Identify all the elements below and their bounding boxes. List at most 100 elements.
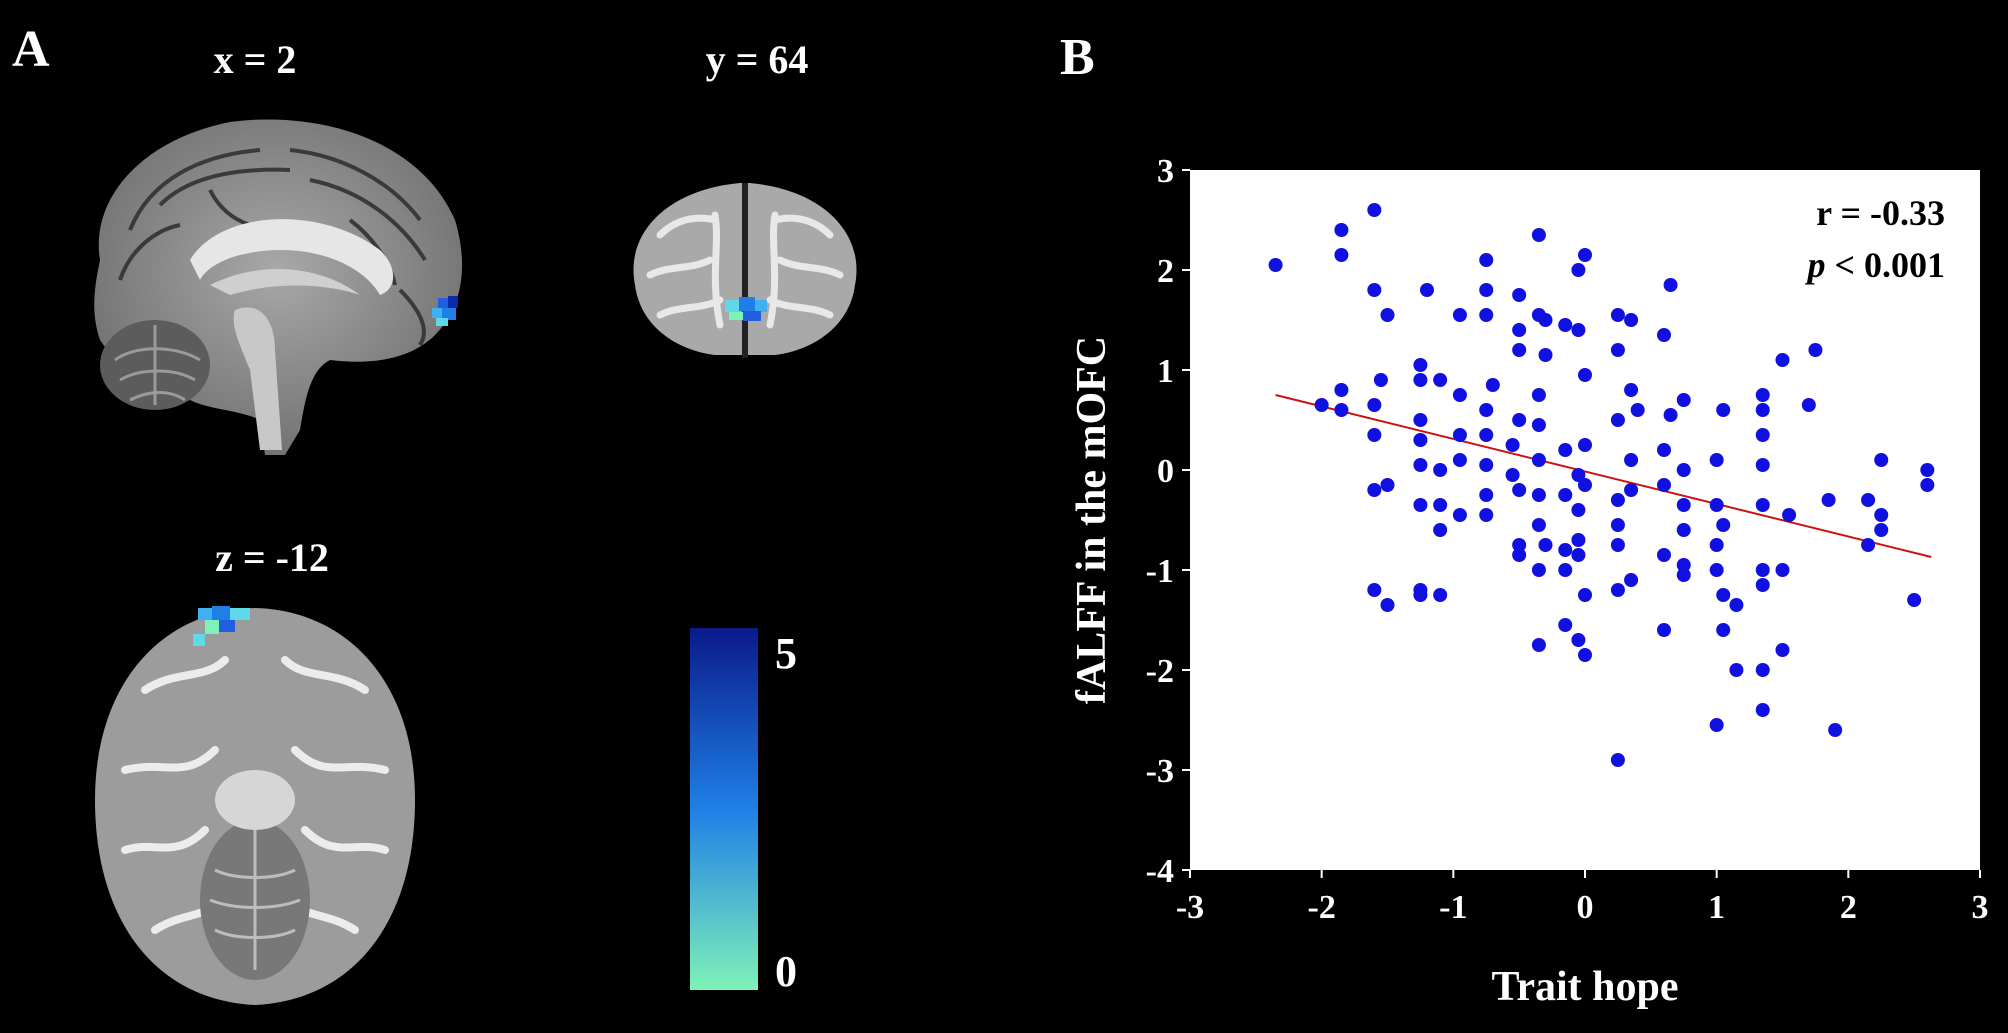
scatter-point [1531,453,1546,467]
scatter-point [1531,308,1546,322]
scatter-point [1657,328,1671,342]
scatter-point [1538,348,1553,362]
scatter-point [1624,313,1639,327]
scatter-point [1610,343,1625,357]
scatter-point [1808,343,1823,357]
scatter-point [1861,538,1876,552]
scatter-point [1729,663,1744,677]
scatter-point [1709,538,1724,552]
scatter-point [1373,373,1388,387]
scatter-point [1558,443,1573,457]
scatter-point [1413,458,1428,472]
scatter-point [1433,588,1448,602]
scatter-point [1558,543,1573,557]
scatter-point [1531,563,1546,577]
scatter-point [1755,428,1770,442]
y-tick-label: -3 [1146,753,1174,790]
scatter-point [1452,308,1467,322]
x-tick-label: 3 [1972,889,1989,926]
scatter-point [1531,518,1546,532]
x-tick-label: -2 [1308,889,1336,926]
scatter-point [1755,663,1770,677]
scatter-point [1479,488,1494,502]
scatter-point [1452,388,1467,402]
scatter-point [1630,403,1645,417]
panel-label-a: A [12,21,50,78]
scatter-point [1755,403,1770,417]
scatter-point [1624,383,1639,397]
annotation-p: p < 0.001 [1804,245,1945,285]
scatter-point [1367,203,1382,217]
colorbar-max-label: 5 [775,629,797,678]
scatter-point [1571,633,1586,647]
scatter-point [1755,563,1770,577]
scatter-point [1479,403,1494,417]
y-axis-label: fALFF in the mOFC [1069,336,1115,704]
scatter-point [1578,648,1592,662]
scatter-point [1610,538,1625,552]
coronal-brain-image [633,183,857,358]
scatter-point [1709,453,1724,467]
scatter-point [1861,493,1876,507]
scatter-point [1314,398,1329,412]
scatter-point [1716,518,1731,532]
scatter-point [1558,618,1573,632]
scatter-point [1433,463,1448,477]
scatter-point [1874,508,1889,522]
x-tick-label: 0 [1577,889,1594,926]
scatter-point [1571,503,1586,517]
scatter-point [1657,443,1671,457]
scatter-point [1334,223,1349,237]
annotation-p-rest: < 0.001 [1825,245,1945,285]
scatter-point [1420,283,1434,297]
scatter-point [1775,643,1790,657]
scatter-point [1610,308,1625,322]
scatter-point [1610,413,1625,427]
scatter-point [1380,478,1395,492]
annotation-r: r = -0.33 [1816,193,1945,233]
scatter-point [1413,588,1428,602]
scatter-point [1452,508,1467,522]
scatter-point [1367,283,1382,297]
scatter-point [1413,433,1428,447]
sagittal-brain-image [94,119,463,456]
scatter-point [1676,498,1691,512]
x-tick-label: 1 [1708,889,1725,926]
scatter-point [1367,483,1382,497]
scatter-point [1571,468,1586,482]
scatter-point [1578,368,1592,382]
scatter-point [1775,353,1790,367]
scatter-point [1512,548,1527,562]
x-tick-label: 2 [1840,889,1857,926]
scatter-point [1268,258,1283,272]
axial-brain-image [95,606,415,1005]
scatter-point [1676,393,1691,407]
panel-label-b: B [1060,29,1095,86]
scatter-point [1663,408,1678,422]
scatter-point [1512,538,1527,552]
annotation-p-symbol: p [1804,245,1825,285]
scatter-point [1380,598,1395,612]
scatter-point [1755,388,1770,402]
scatter-point [1709,563,1724,577]
y-tick-label: 2 [1157,253,1174,290]
slice-label-axial: z = -12 [215,535,329,580]
scatter-point [1578,478,1592,492]
scatter-point [1538,538,1553,552]
scatter-point [1610,753,1625,767]
scatter-point [1512,413,1527,427]
scatter-point [1874,453,1889,467]
scatter-point [1479,308,1494,322]
scatter-point [1367,583,1382,597]
scatter-point [1874,523,1889,537]
scatter-point [1334,403,1349,417]
y-tick-label: 0 [1157,453,1174,490]
regression-line [1275,394,1932,558]
scatter-point [1676,558,1691,572]
scatter-point [1709,498,1724,512]
scatter-point [1578,438,1592,452]
scatter-point [1558,488,1573,502]
scatter-point [1452,453,1467,467]
scatter-point [1479,428,1494,442]
scatter-point [1828,723,1843,737]
